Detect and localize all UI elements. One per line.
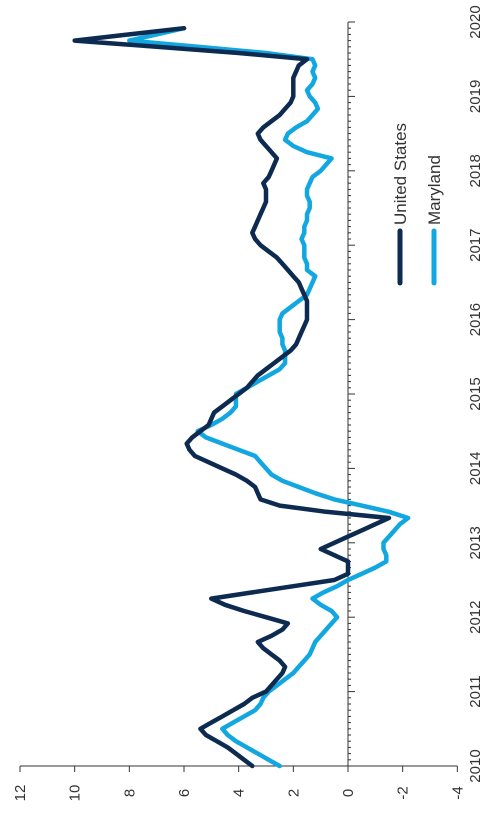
x-tick-label-2012: 2012: [467, 601, 484, 634]
x-tick-label-2020: 2020: [467, 5, 484, 38]
x-tick-label-2015: 2015: [467, 377, 484, 410]
y-tick-label-12: 12: [12, 785, 29, 802]
y-tick-label--4: -4: [449, 786, 466, 799]
y-tick-label-2: 2: [285, 789, 302, 797]
ticks: 2010201120122013201420152016201720182019…: [12, 5, 484, 801]
series-line-maryland: [127, 25, 411, 769]
x-tick-label-2017: 2017: [467, 229, 484, 262]
y-tick-label-6: 6: [176, 789, 193, 797]
legend-label-united-states: United States: [391, 123, 410, 225]
y-tick-label-4: 4: [231, 789, 248, 797]
x-tick-label-2019: 2019: [467, 80, 484, 113]
y-tick-label--2: -2: [395, 786, 412, 799]
series-line-united-states: [72, 25, 392, 769]
legend: United States Maryland: [391, 123, 444, 286]
x-tick-label-2018: 2018: [467, 154, 484, 187]
series-layer: [72, 25, 411, 769]
y-tick-label-0: 0: [340, 789, 357, 797]
x-tick-label-2013: 2013: [467, 526, 484, 559]
x-tick-label-2011: 2011: [467, 675, 484, 707]
y-tick-label-10: 10: [67, 785, 84, 802]
x-tick-label-2016: 2016: [467, 303, 484, 336]
legend-label-maryland: Maryland: [425, 155, 444, 225]
x-tick-label-2010: 2010: [467, 749, 484, 782]
x-tick-label-2014: 2014: [467, 452, 484, 485]
y-tick-label-8: 8: [121, 789, 138, 797]
